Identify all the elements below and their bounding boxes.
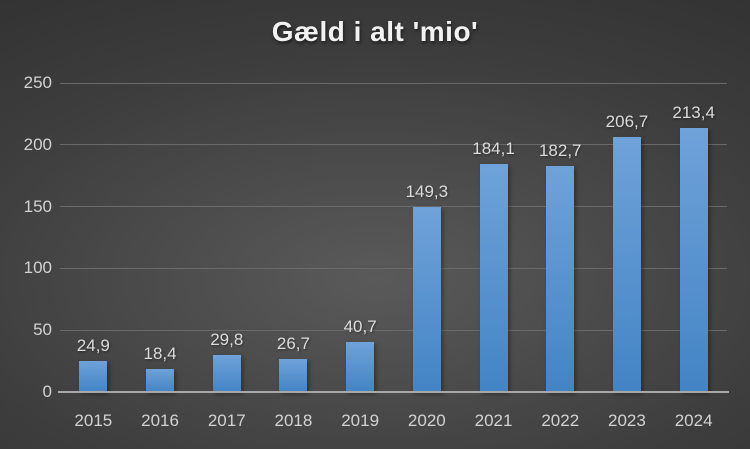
bar-2023 — [612, 136, 641, 392]
y-tick-label-250: 250 — [23, 73, 52, 92]
gridline-50 — [60, 329, 727, 331]
bar-value-label-2021: 184,1 — [472, 139, 515, 159]
bar-2019 — [346, 341, 375, 392]
bar-2017 — [212, 355, 241, 392]
x-tick-label-2019: 2019 — [341, 411, 380, 430]
bar-2021 — [479, 164, 508, 392]
bar-2016 — [146, 369, 175, 392]
bar-value-label-2024: 213,4 — [672, 103, 715, 123]
bar-2015 — [79, 361, 108, 392]
bar-value-label-2023: 206,7 — [605, 111, 649, 131]
bar-value-label-2016: 18,4 — [143, 344, 177, 364]
plot-area — [58, 82, 729, 393]
x-tick-label-2022: 2022 — [541, 411, 580, 430]
bar-2018 — [279, 358, 308, 392]
bar-value-label-2019: 40,7 — [343, 316, 377, 336]
chart-title: Gæld i alt 'mio' — [271, 16, 479, 47]
y-tick-label-200: 200 — [23, 134, 52, 154]
bar-value-label-2022: 182,7 — [538, 141, 582, 161]
gridline-250 — [60, 82, 727, 84]
x-tick-label-2021: 2021 — [474, 411, 513, 430]
bar-value-label-2020: 149,3 — [405, 182, 449, 202]
gridline-100 — [60, 267, 727, 269]
gridline-150 — [60, 206, 727, 208]
bar-2022 — [546, 166, 575, 392]
bar-value-label-2018: 26,7 — [276, 333, 310, 353]
x-tick-label-2020: 2020 — [407, 411, 446, 430]
x-tick-label-2023: 2023 — [608, 411, 646, 430]
gridline-200 — [60, 144, 727, 146]
x-tick-label-2018: 2018 — [274, 411, 313, 430]
x-tick-label-2015: 2015 — [74, 411, 113, 430]
bar-value-label-2017: 29,8 — [210, 330, 244, 350]
y-tick-label-50: 50 — [33, 320, 52, 340]
x-tick-label-2024: 2024 — [674, 411, 713, 430]
y-tick-label-0: 0 — [42, 382, 52, 401]
bar-value-label-2015: 24,9 — [76, 336, 110, 356]
y-tick-label-150: 150 — [23, 196, 52, 216]
y-tick-label-100: 100 — [23, 258, 52, 278]
bar-2020 — [412, 207, 441, 392]
x-tick-label-2017: 2017 — [207, 411, 246, 430]
x-axis-line — [58, 391, 729, 393]
x-tick-label-2016: 2016 — [141, 411, 179, 430]
bar-2024 — [679, 128, 708, 392]
